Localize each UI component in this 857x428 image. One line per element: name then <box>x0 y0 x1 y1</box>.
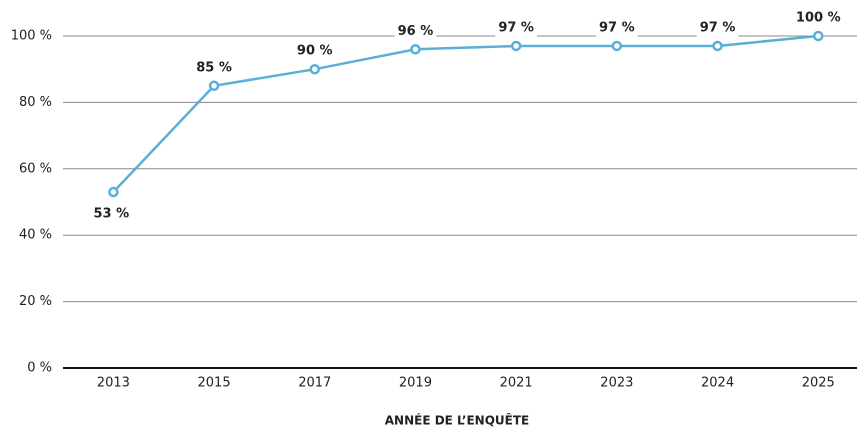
x-tick-label: 2021 <box>500 376 533 391</box>
x-tick-label: 2024 <box>701 376 734 391</box>
data-label: 100 % <box>796 11 841 26</box>
y-tick-label: 20 % <box>19 294 52 309</box>
y-tick-label: 100 % <box>11 29 52 44</box>
marker <box>813 30 824 42</box>
x-tick-label: 2017 <box>298 376 331 391</box>
y-tick-label: 60 % <box>19 161 52 176</box>
label-bg <box>293 42 336 60</box>
x-tick-label: 2015 <box>198 376 231 391</box>
x-axis-title: ANNÉE DE L’ENQUÊTE <box>385 413 530 428</box>
label-bg <box>596 19 638 37</box>
x-tick-label: 2023 <box>600 376 633 391</box>
y-tick-label: 80 % <box>19 95 52 110</box>
x-tick-label: 2013 <box>97 376 130 391</box>
label-bg <box>696 19 739 37</box>
data-label: 90 % <box>297 44 333 59</box>
data-label: 85 % <box>196 60 232 75</box>
marker <box>510 40 522 52</box>
y-tick-label: 40 % <box>19 228 52 243</box>
marker <box>410 44 421 55</box>
label-bg <box>90 205 133 223</box>
grid <box>63 35 857 369</box>
marker <box>611 40 623 52</box>
data-label: 97 % <box>599 20 635 35</box>
marker <box>208 80 220 92</box>
label-bg <box>495 19 537 37</box>
marker <box>309 63 320 75</box>
data-label: 53 % <box>94 207 130 222</box>
x-tick-label: 2019 <box>399 376 432 391</box>
marker <box>108 186 119 198</box>
marker <box>712 40 723 52</box>
label-bg <box>193 59 235 77</box>
data-label: 97 % <box>498 20 534 35</box>
label-bg <box>394 22 437 40</box>
y-tick-label: 0 % <box>27 361 52 376</box>
data-label: 96 % <box>398 24 434 39</box>
data-label: 97 % <box>700 20 736 35</box>
x-tick-label: 2025 <box>802 376 835 391</box>
line <box>112 34 819 193</box>
label-bg <box>792 9 844 27</box>
